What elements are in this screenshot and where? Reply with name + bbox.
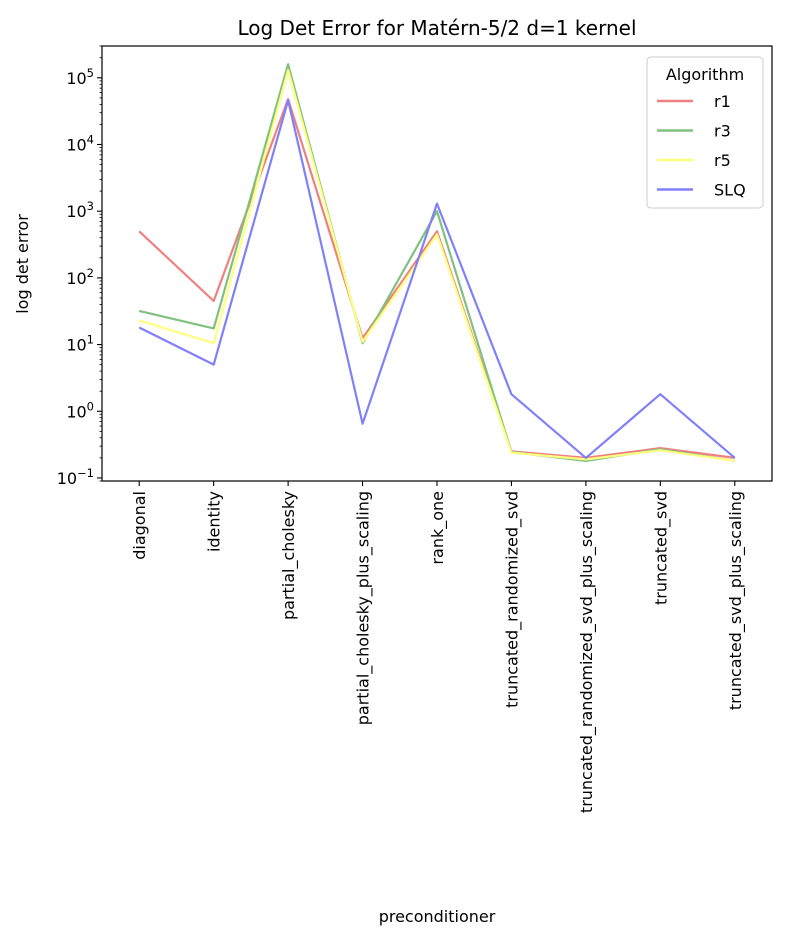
plot-frame [101,45,773,482]
x-tick-label: truncated_randomized_svd_plus_scaling [577,491,597,813]
legend-box [646,56,764,209]
legend-label-r1: r1 [714,92,731,111]
y-tick-label: 104 [66,133,94,155]
x-tick-label: partial_cholesky [279,491,299,620]
legend-label-slq: SLQ [714,181,746,200]
y-tick-label: 10−1 [57,466,94,488]
legend-label-r5: r5 [714,151,731,170]
y-tick-label: 101 [66,333,94,355]
series-line-r1 [138,97,735,459]
x-tick-label: partial_cholesky_plus_scaling [354,491,374,725]
x-tick-label: diagonal [130,491,149,560]
x-tick-label: rank_one [428,491,448,565]
x-tick-label: truncated_svd_plus_scaling [726,491,746,710]
y-axis-label: log det error [13,214,32,314]
chart-title: Log Det Error for Matérn-5/2 d=1 kernel [237,16,636,40]
series-line-slq [138,99,736,459]
x-tick-label: truncated_svd [651,491,671,605]
x-axis-label: preconditioner [379,907,496,926]
y-tick-label: 103 [66,199,94,221]
y-tick-label: 105 [66,66,94,88]
legend: Algorithm r1 r3 r5 SLQ [646,56,764,209]
series-line-r5 [138,69,735,462]
legend-title: Algorithm [666,65,744,84]
x-tick-label: truncated_randomized_svd [502,491,522,708]
x-tick-label: identity [205,491,224,552]
y-tick-label: 102 [66,266,94,288]
y-tick-label: 100 [66,399,94,421]
legend-label-r3: r3 [714,122,731,141]
